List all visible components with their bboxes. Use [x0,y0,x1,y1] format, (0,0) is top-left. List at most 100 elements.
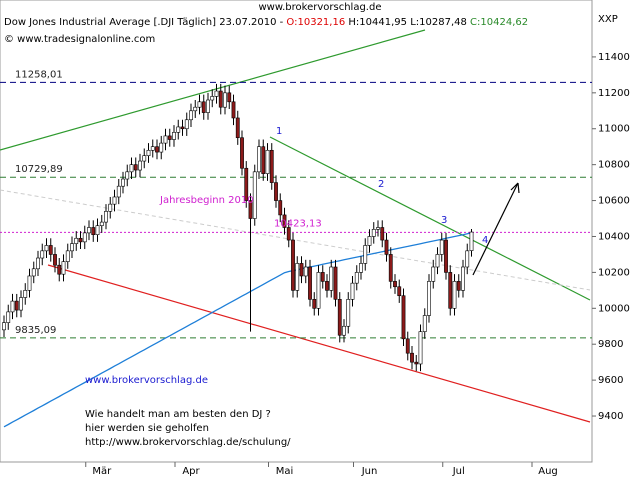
candle-body [418,331,423,365]
candle-body [435,254,440,268]
candle-body [99,221,104,227]
level-label: 10729,89 [15,164,63,175]
candle-body [299,263,304,277]
candle-body [19,297,23,311]
candle-body [78,237,83,243]
wave-label: 4 [482,235,488,246]
candle-body [325,281,329,291]
y-tick-label: 10400 [598,231,630,242]
data-layer [0,81,592,428]
candle-body [427,281,431,316]
candle-body [444,239,448,273]
candle-body [65,250,70,262]
candle-body [218,90,223,108]
y-tick-label: 11000 [598,124,630,135]
candle-body [138,160,142,171]
candle-body [74,237,79,244]
candle-body [70,243,74,252]
y-tick-label: 10000 [598,303,630,314]
moving-average [3,232,472,428]
candle-body [10,300,15,313]
wave-label: 3 [441,215,447,226]
level-label: 9835,09 [15,325,56,336]
lower-trendline [47,264,591,423]
candle-body [240,137,244,169]
candle-body [337,299,342,336]
candle-body [274,182,278,201]
y-tick-label: 9400 [598,411,623,422]
candle-body [235,117,240,139]
candle-body [146,149,151,156]
candle-body [291,239,295,291]
candle-body [197,101,202,108]
site-top: www.brokervorschlag.de [259,2,382,13]
candle-body [261,146,266,174]
wave-label: 2 [378,179,384,190]
candle-body [350,282,355,300]
candle-body [180,126,185,130]
candle-body [23,290,28,298]
candle-body [210,96,215,101]
candle-body [214,90,219,97]
candle-body [31,268,36,277]
candle-body [388,254,393,282]
header-name: Dow Jones Industrial Average [.DJI Tägli… [4,17,286,28]
candle-body [206,99,210,113]
x-tick-label: Aug [538,466,558,477]
candle-body [456,281,461,291]
candle-body [431,266,436,282]
candle-body [14,300,19,311]
annotation: Jahresbeginn 2010 [159,195,254,206]
candle-body [359,263,363,273]
candle-body [48,245,53,255]
candle-body [376,227,380,230]
candle-body [363,245,368,264]
candle-body [155,146,159,153]
header: Dow Jones Industrial Average [.DJI Tägli… [4,17,528,28]
candle-body [316,272,321,309]
candle-body [278,200,283,216]
y-tick-label: 10800 [598,160,630,171]
candle-body [469,231,474,251]
candle-body [244,167,249,201]
candle-body [27,275,32,291]
promo-line: Wie handelt man am besten den DJ ? [85,409,271,420]
faint-trendline [0,189,591,291]
candle-body [87,227,91,234]
axis-label: XXP [598,14,618,25]
candle-body [393,281,397,288]
candle-body [172,132,176,140]
candle-body [282,214,287,228]
candle-body [269,149,274,183]
arrow-head [510,182,520,194]
x-tick-label: Jul [452,466,465,477]
candle-body [82,232,87,243]
y-tick-label: 11400 [598,52,630,63]
header-high: H:10441,95 [348,17,407,28]
candle-body [380,227,385,241]
candle-body [6,311,11,323]
candle-body [384,239,389,255]
candle-body [286,227,291,241]
candle-body [257,146,261,173]
candle-body [159,142,164,153]
x-tick-label: Mär [92,466,112,477]
candle-body [57,264,62,275]
candle-body [121,178,125,187]
candle-body [133,164,138,171]
level-label: 11258,01 [15,69,63,80]
candle-body [410,352,414,363]
header-low: L:10287,48 [410,17,467,28]
candle-body [227,92,232,103]
candle-body [91,227,96,235]
candle-body [163,135,168,144]
candle-body [142,155,147,162]
candle-body [405,338,410,354]
y-tick-label: 9600 [598,375,623,386]
candle-body [452,281,457,309]
candle-body [333,266,338,300]
y-tick-label: 10200 [598,267,630,278]
candle-body [104,211,108,223]
